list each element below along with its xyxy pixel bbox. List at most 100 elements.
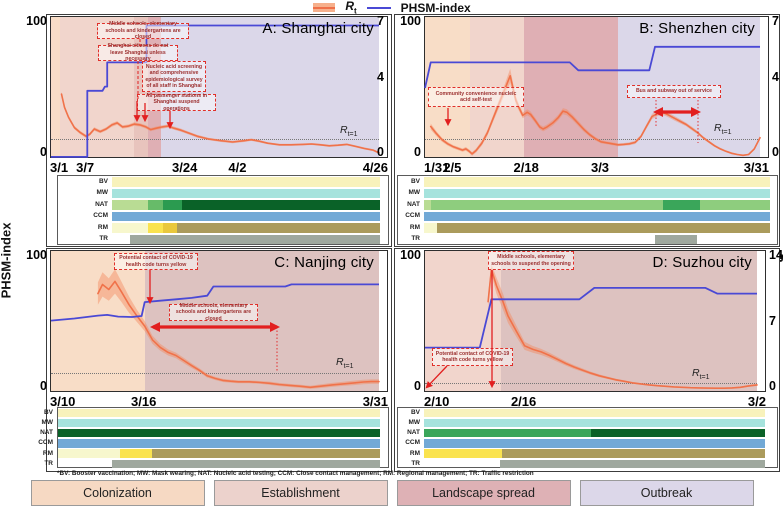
strip-segment-RM xyxy=(112,223,148,233)
strip-segment-MW xyxy=(424,188,770,198)
rt-legend-label: Rt xyxy=(345,0,357,16)
rt-confidence-band xyxy=(61,91,379,154)
rt-line xyxy=(60,93,380,154)
strip-segment-MW xyxy=(424,419,765,428)
rt-equals-1-label: Rt=1 xyxy=(340,124,358,139)
strip-label-BV: BV xyxy=(410,177,420,185)
x-tick: 3/3 xyxy=(590,160,610,175)
y-axis-label-left: PHSM-index xyxy=(0,222,14,299)
strip-segment-NAT xyxy=(58,429,380,438)
y-left-tick: 100 xyxy=(26,14,47,28)
strip-label-CCM: CCM xyxy=(405,439,420,447)
phsm-line-swatch-icon xyxy=(366,6,391,9)
x-tick: 2/16 xyxy=(510,394,537,409)
rt-confidence-band xyxy=(488,264,757,389)
strip-segment-TR xyxy=(655,234,697,244)
phase-legend: Colonization Establishment Landscape sprea… xyxy=(0,480,784,506)
rt-line xyxy=(487,268,758,389)
strip-segment-NAT xyxy=(431,200,663,210)
strip-label-NAT: NAT xyxy=(407,429,420,437)
strip-segment-MW xyxy=(112,188,380,198)
y-left-tick: 0 xyxy=(414,145,421,159)
phase-legend-item: Colonization xyxy=(30,480,205,506)
phase-zone xyxy=(524,17,619,157)
y-left-tick: 0 xyxy=(40,379,47,393)
strip-segment-TR xyxy=(112,459,380,468)
top-legend: Rt PHSM-index xyxy=(0,0,784,16)
phase-legend-item: Landscape spread xyxy=(396,480,571,506)
strip-label-NAT: NAT xyxy=(407,200,420,208)
strip-segment-RM xyxy=(177,223,380,233)
strip-segment-CCM xyxy=(424,211,770,221)
y-right-tick: 4 xyxy=(377,69,384,84)
phase-zone xyxy=(501,251,757,391)
y-right-tick: 7 xyxy=(772,14,779,28)
strip-segment-NAT xyxy=(182,200,380,210)
x-tick: 3/31 xyxy=(743,160,769,175)
phase-zone xyxy=(59,17,134,157)
strip-label-CCM: CCM xyxy=(38,439,53,447)
y-right-tick: 4 xyxy=(772,69,779,84)
panel-chart-svg xyxy=(425,264,758,389)
annotation-box: Middle schools, elementary schools and k… xyxy=(97,21,189,40)
strip-segment-RM xyxy=(502,449,765,458)
rt-line xyxy=(429,74,761,157)
annotation-box: Middle schools, elementary schools to su… xyxy=(488,251,574,270)
strip-label-MW: MW xyxy=(408,189,420,197)
panel-plot-C: C: Nanjing city xyxy=(50,250,388,392)
strip-segment-RM xyxy=(437,223,770,233)
strip-label-RM: RM xyxy=(409,223,420,231)
strip-segment-NAT xyxy=(424,429,591,438)
rt-equals-1-label: Rt=1 xyxy=(692,367,710,382)
phase-legend-item: Outbreak xyxy=(579,480,754,506)
intervention-strips-A xyxy=(57,175,389,245)
strip-segment-CCM xyxy=(112,211,380,221)
phase-legend-item: Establishment xyxy=(213,480,388,506)
panel-title-A: A: Shanghai city xyxy=(262,20,374,37)
annotation-box: Shanghai citizens do not leave Shanghai … xyxy=(98,43,178,62)
y-left-tick: 100 xyxy=(26,248,47,262)
strip-segment-RM xyxy=(148,223,163,233)
strip-segment-BV xyxy=(424,177,770,187)
x-tick: 3/24 xyxy=(172,160,198,175)
x-tick: 2/10 xyxy=(424,394,450,409)
annotation-box: Bus and subway out of service xyxy=(627,85,721,98)
phase-zone xyxy=(51,251,145,391)
rt-reference-line xyxy=(425,138,760,140)
panel-title-C: C: Nanjing city xyxy=(274,254,374,271)
strip-label-MW: MW xyxy=(96,189,108,197)
x-tick: 4/2 xyxy=(228,160,247,175)
strip-segment-RM xyxy=(120,449,152,458)
strip-segment-NAT xyxy=(424,200,431,210)
strip-segment-RM xyxy=(58,449,120,458)
y-right-tick: 14 xyxy=(769,248,783,262)
y-right-tick: 7 xyxy=(377,14,384,28)
annotation-box: Middle schools, elementary schools and k… xyxy=(169,303,258,322)
strip-segment-BV xyxy=(112,177,380,187)
strip-segment-BV xyxy=(424,409,765,418)
rt-equals-1-label: Rt=1 xyxy=(336,356,354,371)
strip-segment-RM xyxy=(424,449,502,458)
footnote: *BV: Booster vaccination; MW: Mask weari… xyxy=(57,470,534,477)
strip-segment-NAT xyxy=(112,200,148,210)
strip-segment-NAT xyxy=(663,200,700,210)
intervention-strips-B xyxy=(397,175,778,245)
strip-label-TR: TR xyxy=(99,235,108,243)
x-tick: 3/10 xyxy=(50,394,76,409)
strip-label-BV: BV xyxy=(410,409,420,417)
x-tick: 2/18 xyxy=(513,160,539,175)
annotation-box: Potential contact of COVID-19 health cod… xyxy=(114,253,198,270)
strip-label-MW: MW xyxy=(41,419,53,427)
strip-label-TR: TR xyxy=(411,235,420,243)
strip-segment-BV xyxy=(58,409,380,418)
x-tick: 3/31 xyxy=(362,394,388,409)
y-left-tick: 0 xyxy=(40,145,47,159)
y-left-tick: 100 xyxy=(400,14,421,28)
phsm-line xyxy=(424,45,760,89)
strip-label-RM: RM xyxy=(409,449,420,457)
phsm-line xyxy=(425,287,757,349)
panel-title-D: D: Suzhou city xyxy=(652,254,752,271)
strip-segment-RM xyxy=(163,223,177,233)
x-tick: 3/1 xyxy=(50,160,69,175)
annotation-box: Community convenience nucleic acid self-… xyxy=(428,87,524,107)
